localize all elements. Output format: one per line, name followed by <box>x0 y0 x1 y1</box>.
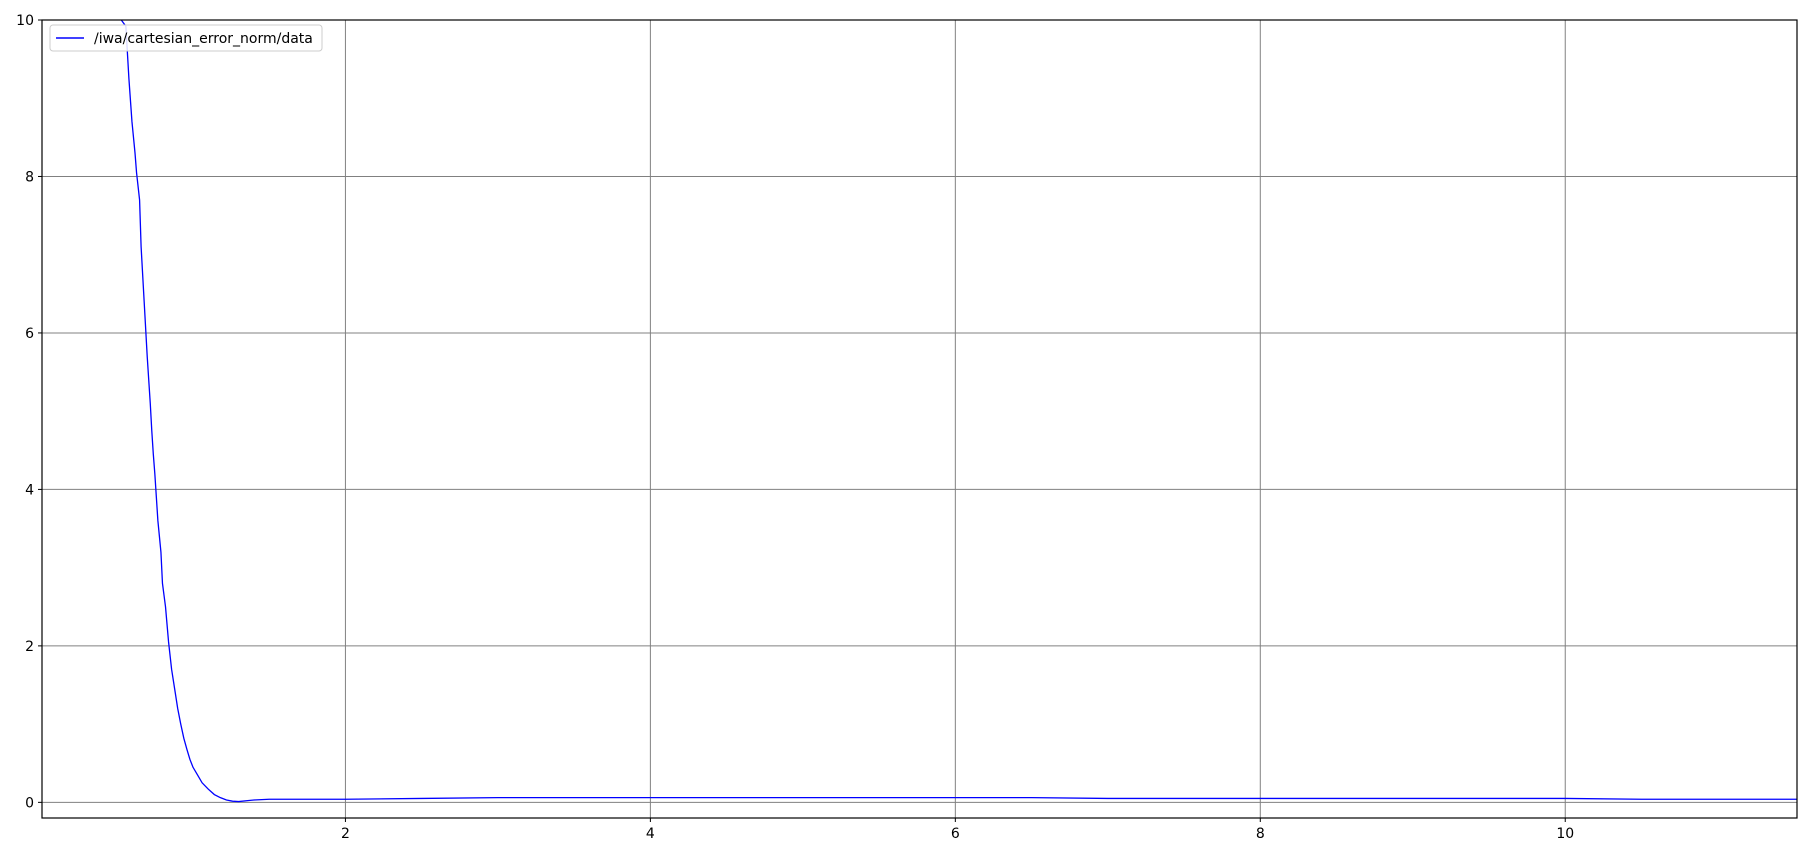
x-tick-label: 6 <box>951 826 960 842</box>
legend: /iwa/cartesian_error_norm/data <box>49 24 323 52</box>
y-tick-label: 0 <box>25 795 34 811</box>
x-tick-label: 8 <box>1256 826 1265 842</box>
y-tick-label: 4 <box>25 482 34 498</box>
y-tick-label: 8 <box>25 169 34 185</box>
series-line <box>120 20 1797 803</box>
x-tick-label: 2 <box>341 826 350 842</box>
axes-frame <box>41 19 1798 819</box>
series-lines <box>120 20 1797 803</box>
legend-box <box>49 24 323 52</box>
x-tick-label: 4 <box>646 826 655 842</box>
x-tick-label: 10 <box>1556 826 1574 842</box>
y-tick-label: 2 <box>25 639 34 655</box>
legend-label: /iwa/cartesian_error_norm/data <box>94 31 313 47</box>
y-tick-label: 6 <box>25 326 34 342</box>
y-tick-label: 10 <box>16 13 34 29</box>
y-axis-ticks: 0 2 4 6 8 10 <box>16 13 42 811</box>
x-axis-ticks: 2 4 6 8 10 <box>341 818 1574 842</box>
